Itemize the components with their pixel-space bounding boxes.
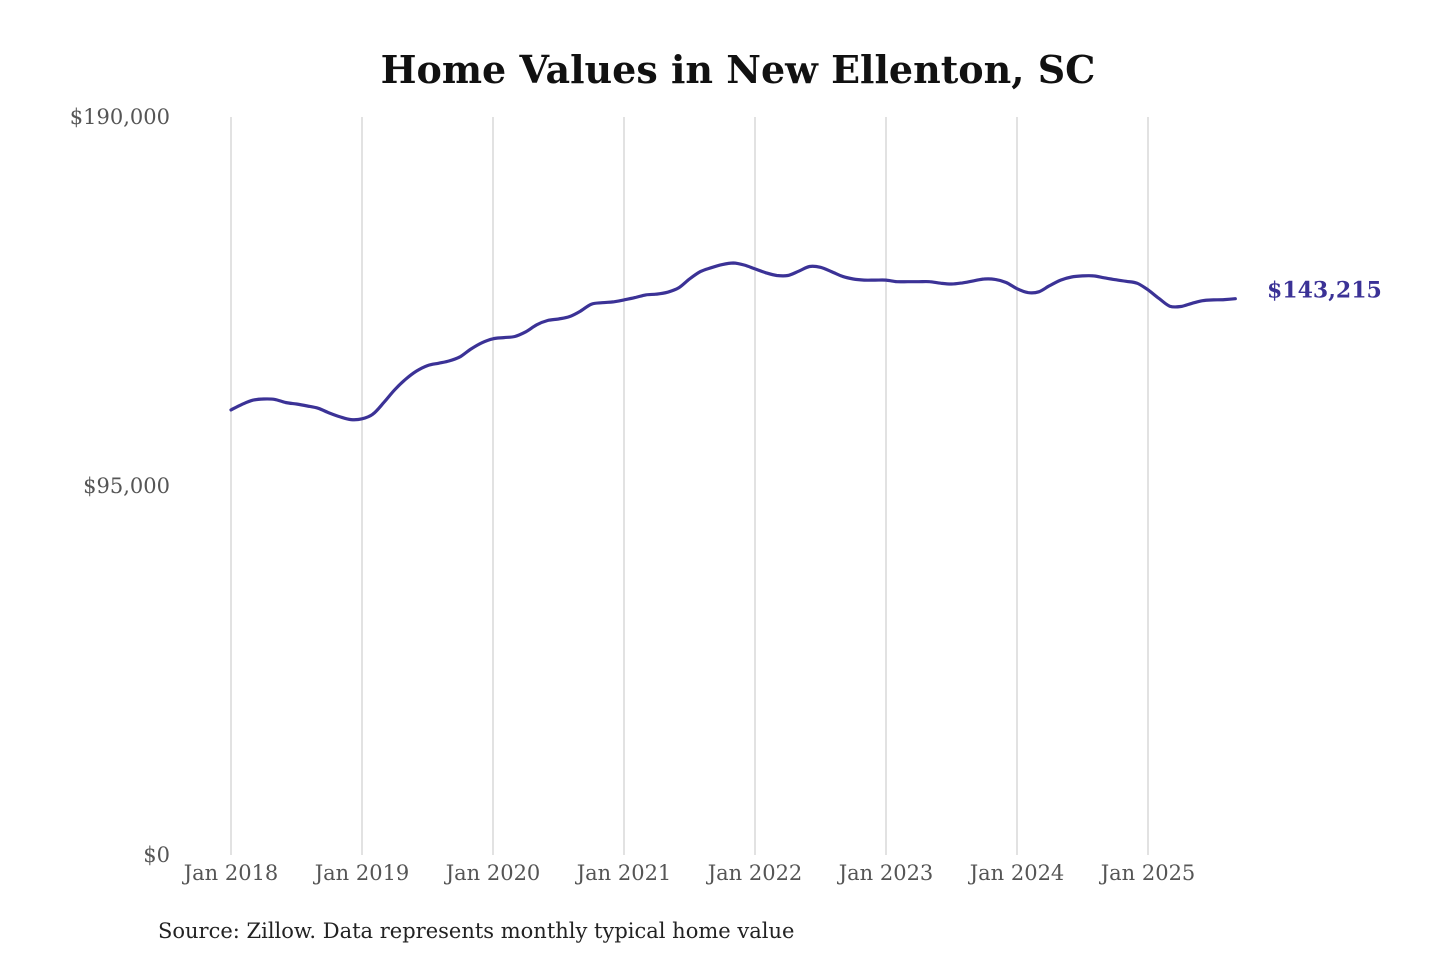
y-axis-ticks: $0 $95,000 $190,000: [70, 105, 170, 867]
x-axis-ticks: Jan 2018 Jan 2019 Jan 2020 Jan 2021 Jan 2022…: [182, 861, 1196, 885]
x-tick-label: Jan 2018: [182, 861, 279, 885]
series-line-home-value: [229, 261, 1237, 422]
y-tick-label: $95,000: [83, 474, 170, 498]
x-tick-label: Jan 2024: [968, 861, 1065, 885]
y-tick-label: $190,000: [70, 105, 170, 129]
x-tick-label: Jan 2025: [1099, 861, 1196, 885]
source-note: Source: Zillow. Data represents monthly …: [158, 919, 794, 943]
x-tick-label: Jan 2020: [444, 861, 541, 885]
y-tick-label: $0: [143, 843, 170, 867]
x-tick-label: Jan 2023: [837, 861, 934, 885]
chart-title: Home Values in New Ellenton, SC: [381, 47, 1096, 92]
x-tick-label: Jan 2019: [313, 861, 410, 885]
x-tick-label: Jan 2022: [706, 861, 803, 885]
x-tick-label: Jan 2021: [575, 861, 672, 885]
end-value-label: $143,215: [1267, 278, 1382, 304]
grid-lines: [230, 117, 1149, 855]
